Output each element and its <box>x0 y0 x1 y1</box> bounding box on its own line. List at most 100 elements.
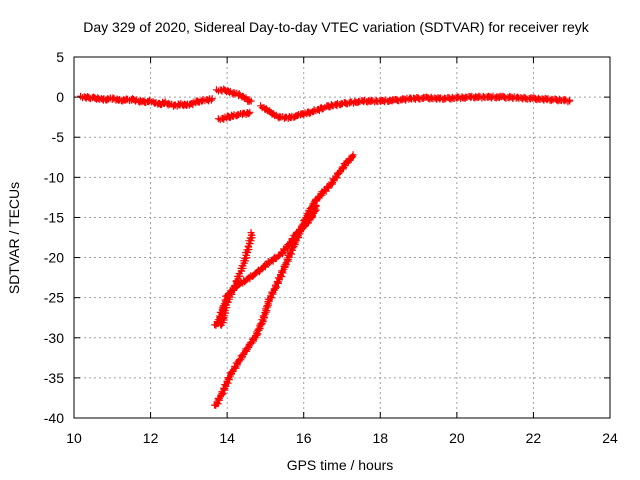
data-point <box>313 109 317 113</box>
data-point <box>225 294 229 298</box>
gridlines <box>74 57 610 418</box>
data-series <box>77 85 574 409</box>
data-point <box>210 98 214 102</box>
data-point <box>290 115 294 119</box>
data-point <box>298 230 302 234</box>
data-point <box>336 172 340 176</box>
series-5 <box>211 201 320 329</box>
data-point <box>394 98 398 102</box>
data-point <box>129 98 133 102</box>
data-point <box>267 298 271 302</box>
data-point <box>103 98 107 102</box>
data-point <box>250 231 254 235</box>
data-point <box>233 114 237 118</box>
data-point <box>172 104 176 108</box>
data-point <box>248 100 252 104</box>
data-point <box>283 116 287 120</box>
data-point <box>298 113 302 117</box>
x-tick-label: 22 <box>526 430 542 446</box>
data-point <box>256 270 260 274</box>
data-point <box>275 114 279 118</box>
y-tick-label: -35 <box>44 370 64 386</box>
data-point <box>306 212 310 216</box>
data-point <box>306 111 310 115</box>
data-point <box>424 96 428 100</box>
x-tick-label: 10 <box>66 430 82 446</box>
data-point <box>547 98 551 102</box>
data-point <box>501 95 505 99</box>
data-point <box>244 348 248 352</box>
data-point <box>321 191 325 195</box>
data-point <box>195 100 199 104</box>
axis-ticks: 10 12 14 16 18 20 22 24 5 0 -5 -10 -15 -20 -25 -30 -35 -4… <box>44 49 618 446</box>
data-point <box>531 97 535 101</box>
series-3 <box>257 92 574 122</box>
y-tick-label: -40 <box>44 410 64 426</box>
data-point <box>229 90 233 94</box>
data-point <box>214 324 218 328</box>
y-tick-label: -10 <box>44 169 64 185</box>
data-point <box>141 100 145 104</box>
data-point <box>179 102 183 106</box>
y-tick-label: -5 <box>52 129 65 145</box>
plot-frame <box>73 56 611 419</box>
data-point <box>246 246 250 250</box>
data-point <box>244 278 248 282</box>
data-point <box>260 105 264 109</box>
data-point <box>568 99 572 103</box>
data-point <box>221 389 225 393</box>
data-point <box>562 98 566 102</box>
data-point <box>325 105 329 109</box>
data-point <box>262 317 266 321</box>
data-point <box>164 101 168 105</box>
data-point <box>279 252 283 256</box>
series-marks <box>77 92 216 110</box>
data-point <box>216 89 220 93</box>
y-tick-label: -15 <box>44 209 64 225</box>
data-point <box>378 99 382 103</box>
data-point <box>118 98 122 102</box>
series-1 <box>213 85 255 105</box>
y-tick-label: 0 <box>56 89 64 105</box>
data-point <box>214 404 218 408</box>
x-axis-label: GPS time / hours <box>287 457 394 473</box>
data-point <box>409 97 413 101</box>
data-point <box>156 102 160 106</box>
data-point <box>348 101 352 105</box>
data-point <box>187 103 191 107</box>
data-point <box>344 162 348 166</box>
data-point <box>516 96 520 100</box>
data-point <box>248 111 252 115</box>
data-point <box>244 97 248 101</box>
y-tick-label: -25 <box>44 290 64 306</box>
series-0 <box>77 92 216 110</box>
data-point <box>149 99 153 103</box>
data-point <box>219 324 223 328</box>
x-tick-label: 14 <box>219 430 235 446</box>
data-point <box>315 204 319 208</box>
series-marks <box>213 85 255 105</box>
x-tick-label: 20 <box>449 430 465 446</box>
y-axis-label: SDTVAR / TECUs <box>6 182 22 294</box>
data-point <box>221 306 225 310</box>
data-point <box>254 334 258 338</box>
data-point <box>485 95 489 99</box>
data-point <box>233 285 237 289</box>
y-tick-label: 5 <box>56 49 64 65</box>
data-point <box>267 110 271 114</box>
x-tick-label: 12 <box>143 430 159 446</box>
data-point <box>110 97 114 101</box>
data-point <box>239 270 243 274</box>
data-point <box>286 244 290 248</box>
data-point <box>336 102 340 106</box>
data-point <box>290 247 294 251</box>
data-point <box>202 98 206 102</box>
data-point <box>217 118 221 122</box>
data-point <box>351 154 355 158</box>
data-point <box>242 260 246 264</box>
x-tick-label: 18 <box>372 430 388 446</box>
data-point <box>91 96 95 100</box>
y-tick-label: -30 <box>44 330 64 346</box>
data-point <box>329 183 333 187</box>
